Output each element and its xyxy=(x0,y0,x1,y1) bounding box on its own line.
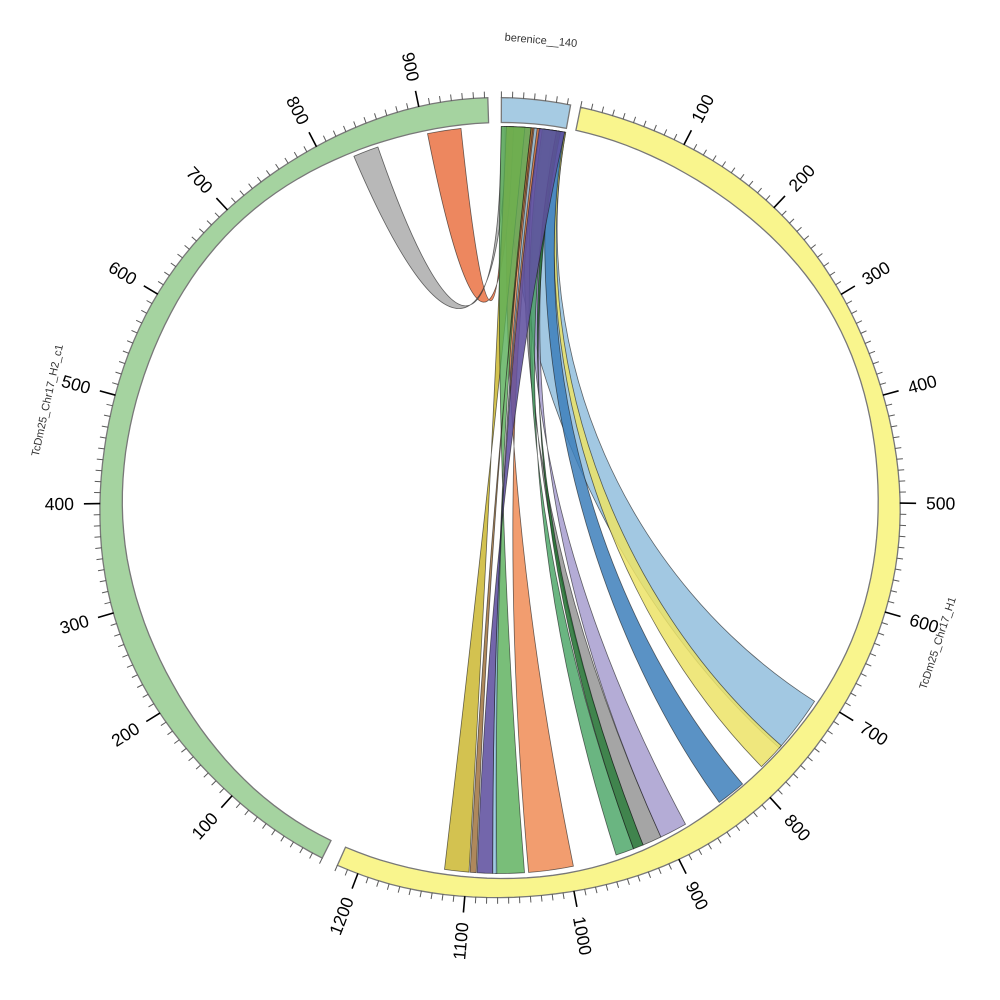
svg-text:900: 900 xyxy=(398,50,424,83)
svg-text:TcDm25_Chr17_H2_c1: TcDm25_Chr17_H2_c1 xyxy=(30,343,66,457)
svg-text:700: 700 xyxy=(856,717,892,750)
svg-text:TcDm25_Chr17_H1: TcDm25_Chr17_H1 xyxy=(917,596,958,692)
svg-text:700: 700 xyxy=(182,163,217,198)
svg-text:600: 600 xyxy=(105,257,141,289)
svg-text:500: 500 xyxy=(926,493,956,513)
svg-text:100: 100 xyxy=(188,808,223,843)
svg-text:900: 900 xyxy=(682,878,713,913)
svg-text:1200: 1200 xyxy=(325,894,358,938)
svg-text:400: 400 xyxy=(45,494,75,514)
svg-text:300: 300 xyxy=(58,611,92,638)
svg-text:500: 500 xyxy=(59,371,93,398)
svg-text:berenice__140: berenice__140 xyxy=(504,32,578,50)
svg-text:1100: 1100 xyxy=(449,921,472,961)
svg-text:100: 100 xyxy=(687,91,718,126)
svg-text:800: 800 xyxy=(282,93,313,128)
svg-text:200: 200 xyxy=(784,160,819,195)
svg-text:200: 200 xyxy=(108,718,144,751)
svg-text:800: 800 xyxy=(780,810,815,845)
svg-text:400: 400 xyxy=(906,371,940,398)
svg-text:1000: 1000 xyxy=(569,915,596,957)
svg-text:300: 300 xyxy=(858,257,894,289)
